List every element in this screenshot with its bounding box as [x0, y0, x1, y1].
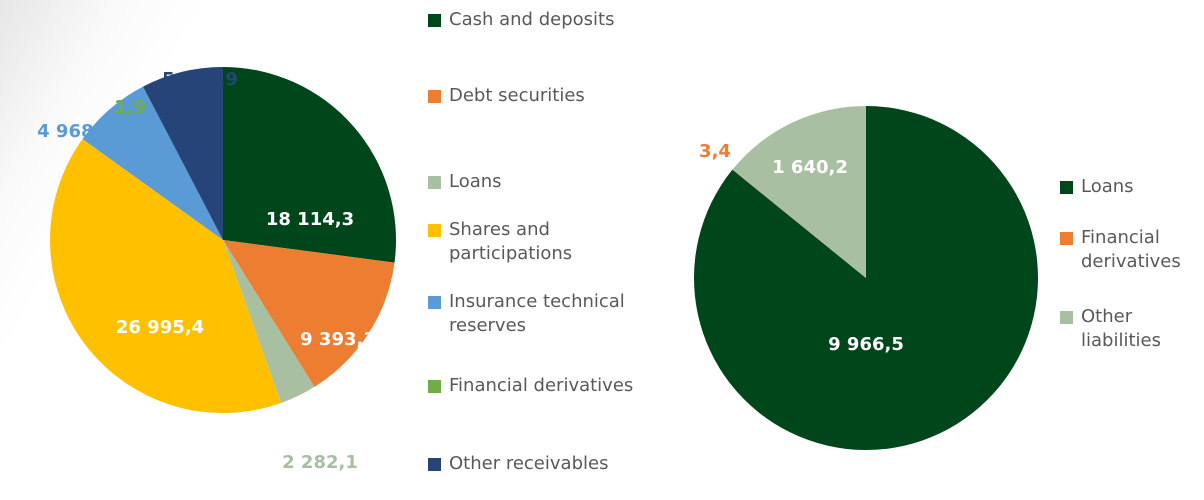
- pie-slice: [694, 105, 1039, 450]
- legend-label: Shares and participations: [449, 219, 573, 264]
- legend-swatch: [428, 176, 441, 189]
- pie-slice: [732, 106, 866, 278]
- legend-swatch: [428, 224, 441, 237]
- data-label: 5 113,9: [162, 69, 238, 90]
- pie-slice: [732, 169, 866, 278]
- legend-entry: Shares and participations: [428, 218, 638, 266]
- data-label: 3,4: [699, 141, 731, 162]
- legend-label: Other liabilities: [1081, 306, 1161, 351]
- legend-label: Loans: [1081, 176, 1134, 197]
- legend-entry: Financial derivatives: [1060, 226, 1204, 274]
- legend-label: Loans: [449, 171, 502, 192]
- data-label: 1 640,2: [772, 157, 848, 178]
- legend-swatch: [1060, 181, 1073, 194]
- data-label: 9 393,3: [300, 329, 376, 350]
- data-label: 9 966,5: [828, 334, 904, 355]
- legend-entry: Other liabilities: [1060, 305, 1204, 353]
- legend-entry: Loans: [428, 170, 638, 194]
- legend-label: Financial derivatives: [1081, 227, 1181, 272]
- data-label: 4 968,9: [37, 121, 113, 142]
- pie-slice: [82, 86, 223, 240]
- legend-entry: Cash and deposits: [428, 8, 638, 32]
- legend-entry: Debt securities: [428, 84, 638, 108]
- legend-swatch: [428, 380, 441, 393]
- legend-swatch: [428, 90, 441, 103]
- pie-slice: [50, 139, 282, 413]
- pie-slice: [223, 67, 396, 263]
- legend-label: Cash and deposits: [449, 9, 615, 30]
- data-label: 1,9: [114, 97, 146, 118]
- legend-swatch: [428, 296, 441, 309]
- data-label: 18 114,3: [266, 209, 354, 230]
- legend-label: Other receivables: [449, 453, 609, 474]
- pie-slice: [143, 67, 223, 240]
- legend-label: Debt securities: [449, 85, 585, 106]
- data-label: 2 282,1: [282, 452, 358, 473]
- legend-label: Financial derivatives: [449, 375, 634, 396]
- legend-label: Insurance technical reserves: [449, 291, 625, 336]
- legend-swatch: [428, 458, 441, 471]
- pie-slice: [223, 240, 395, 387]
- legend-entry: Insurance technical reserves: [428, 290, 638, 338]
- data-label: 26 995,4: [116, 317, 204, 338]
- legend-entry: Other receivables: [428, 452, 638, 476]
- legend-swatch: [1060, 232, 1073, 245]
- pie-slice: [223, 240, 315, 403]
- legend-swatch: [1060, 311, 1073, 324]
- pie-slice: [143, 86, 223, 240]
- legend-entry: Loans: [1060, 175, 1204, 199]
- legend-swatch: [428, 14, 441, 27]
- legend-entry: Financial derivatives: [428, 374, 638, 398]
